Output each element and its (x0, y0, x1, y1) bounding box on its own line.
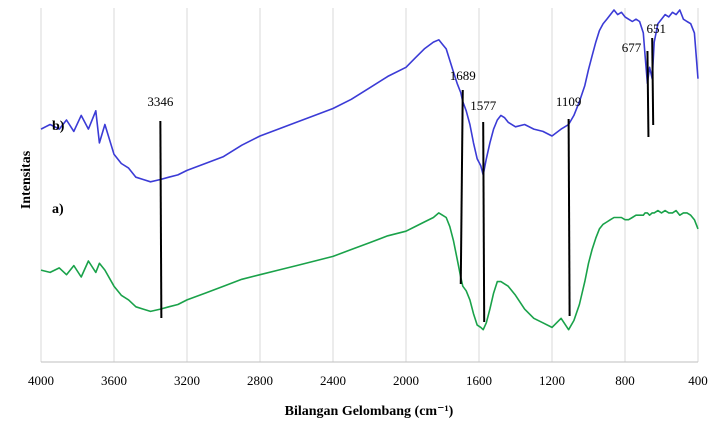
peak-label-1577: 1577 (470, 98, 497, 113)
series-line-b (40, 9, 699, 183)
peak-line-3346 (159, 120, 163, 319)
x-tick-2000: 2000 (393, 373, 419, 388)
x-tick-2400: 2400 (320, 373, 346, 388)
peak-line-651 (651, 37, 655, 126)
series-labels: b) a) (52, 119, 65, 217)
series-line-a (40, 209, 699, 331)
peak-line-1689 (459, 89, 464, 285)
x-tick-2800: 2800 (247, 373, 273, 388)
peak-line-1577 (482, 121, 486, 323)
x-tick-labels: 4000 3600 3200 2800 2400 2000 1600 1200 800 400 (28, 373, 708, 388)
x-tick-1600: 1600 (466, 373, 492, 388)
peak-label-651: 651 (646, 21, 666, 36)
series-group (40, 9, 699, 331)
peak-label-1109: 1109 (556, 94, 582, 109)
x-tick-4000: 4000 (28, 373, 54, 388)
series-label-b: b) (52, 119, 65, 134)
series-label-a: a) (52, 202, 64, 217)
y-axis-label: Intensitas (19, 150, 34, 209)
peak-label-1689: 1689 (450, 68, 476, 83)
peak-line-677 (646, 50, 650, 138)
peak-line-1109 (567, 118, 571, 317)
x-tick-3200: 3200 (174, 373, 200, 388)
grid-lines (40, 8, 699, 362)
peak-label-3346: 3346 (147, 94, 174, 109)
peak-label-677: 677 (622, 40, 642, 55)
x-axis-label: Bilangan Gelombang (cm⁻¹) (285, 404, 454, 419)
peak-markers: 3346 1689 1577 1109 677 651 (147, 21, 666, 323)
x-tick-800: 800 (615, 373, 635, 388)
x-tick-3600: 3600 (101, 373, 127, 388)
x-tick-1200: 1200 (539, 373, 565, 388)
x-tick-400: 400 (688, 373, 708, 388)
